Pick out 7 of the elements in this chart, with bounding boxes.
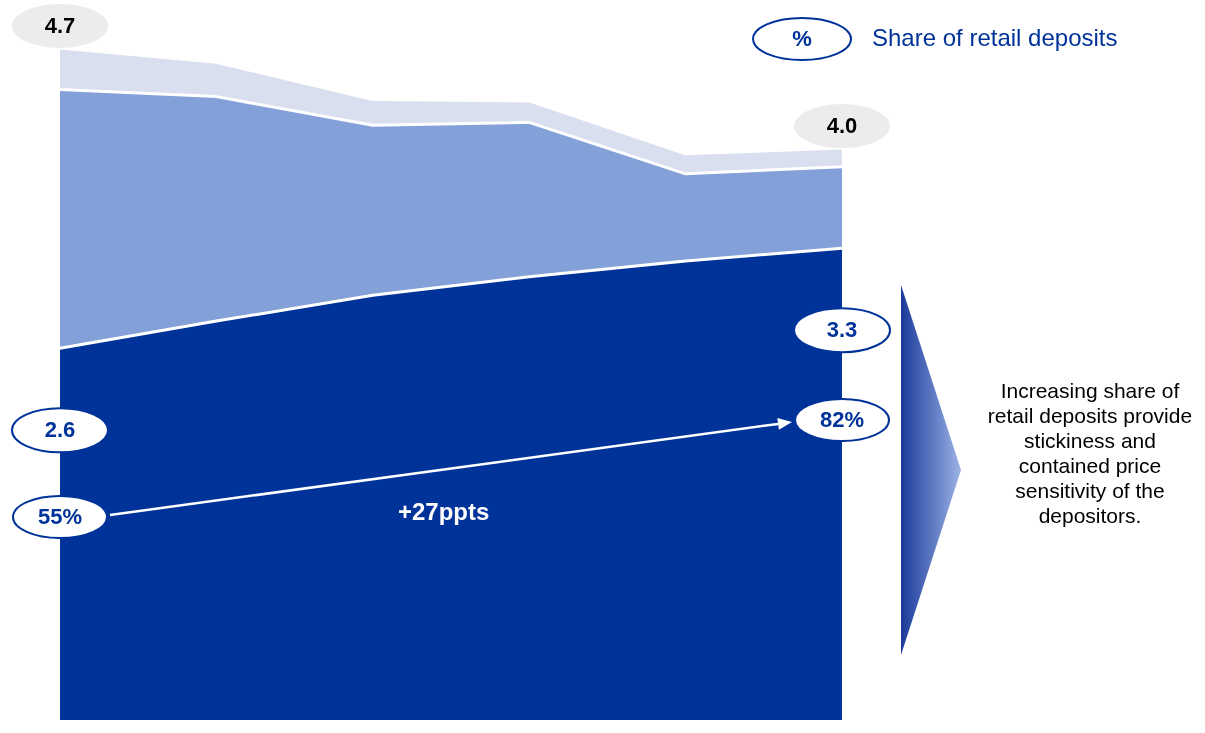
text: Increasing share of retail deposits provide stickiness and contained price sensitivity of the depositors. <box>986 378 1194 528</box>
total-label: 4.0 <box>826 113 858 139</box>
text: Share of retail deposits <box>872 24 1118 52</box>
total-label: 4.7 <box>44 13 76 39</box>
annotation: +27ppts <box>398 498 490 526</box>
data-label: 3.3 <box>826 317 858 343</box>
data-label: 2.6 <box>44 417 76 443</box>
